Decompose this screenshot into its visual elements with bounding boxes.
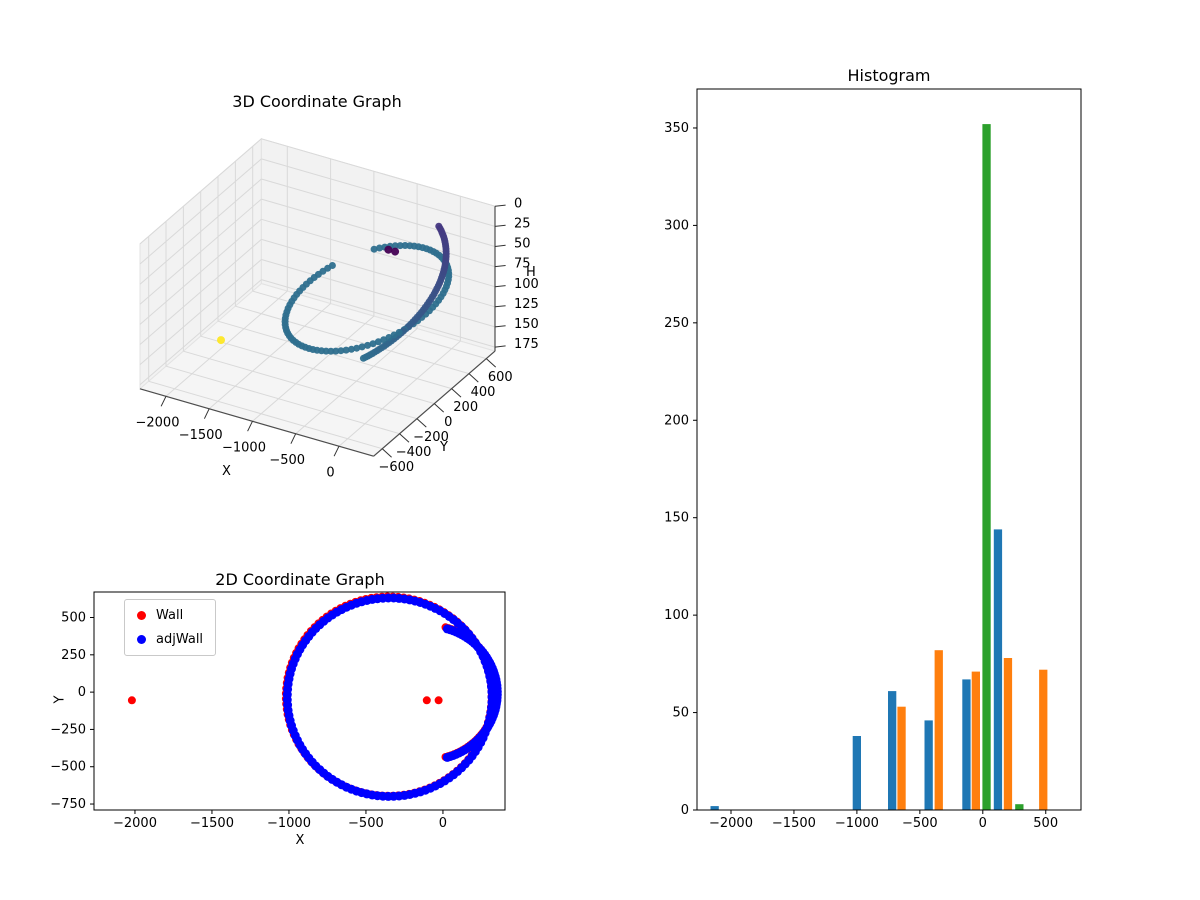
svg-text:100: 100: [514, 277, 539, 292]
svg-text:−1000: −1000: [222, 440, 266, 455]
3d-h-axis-label: H: [526, 265, 536, 280]
svg-text:−250: −250: [50, 722, 86, 737]
svg-text:150: 150: [514, 317, 539, 332]
svg-text:−500: −500: [50, 760, 86, 775]
svg-text:25: 25: [514, 216, 531, 231]
svg-text:150: 150: [664, 511, 689, 526]
legend-item-adjwall: adjWall: [137, 632, 203, 647]
svg-text:250: 250: [664, 316, 689, 331]
svg-text:100: 100: [664, 608, 689, 623]
svg-text:−2000: −2000: [136, 415, 180, 430]
histogram-title: Histogram: [847, 66, 931, 85]
svg-text:0: 0: [979, 816, 987, 831]
svg-text:−500: −500: [902, 816, 938, 831]
svg-text:0: 0: [78, 685, 86, 700]
svg-text:350: 350: [664, 121, 689, 136]
svg-text:125: 125: [514, 297, 539, 312]
svg-text:300: 300: [664, 218, 689, 233]
svg-text:−1000: −1000: [835, 816, 879, 831]
svg-text:600: 600: [488, 370, 513, 385]
svg-text:0: 0: [514, 196, 522, 211]
svg-text:−750: −750: [50, 797, 86, 812]
svg-text:50: 50: [672, 706, 689, 721]
histogram-canvas: −2000 −1500 −1000 −500 0 500 0 50 100 150 200 250 30…: [664, 88, 1082, 831]
2d-x-axis-label: X: [295, 833, 305, 848]
svg-text:−1500: −1500: [179, 428, 223, 443]
svg-text:50: 50: [514, 237, 531, 252]
svg-text:250: 250: [61, 648, 86, 663]
svg-text:500: 500: [61, 611, 86, 626]
svg-text:0: 0: [681, 803, 689, 818]
svg-text:200: 200: [453, 400, 478, 415]
svg-text:75: 75: [514, 257, 531, 272]
svg-text:0: 0: [444, 415, 452, 430]
3d-y-axis-label: Y: [440, 440, 448, 455]
svg-text:400: 400: [471, 385, 496, 400]
svg-text:−200: −200: [413, 430, 449, 445]
svg-text:0: 0: [326, 465, 334, 480]
legend-label-adjwall: adjWall: [156, 632, 204, 647]
2d-coordinate-graph-canvas: −2000 −1500 −1000 −500 0 500 250 0 −250 −500 −750: [50, 591, 506, 831]
svg-text:200: 200: [664, 413, 689, 428]
2d-y-axis-label: Y: [52, 695, 68, 704]
3d-x-axis-label: X: [222, 464, 231, 479]
legend-label-wall: Wall: [156, 608, 184, 623]
svg-text:−400: −400: [396, 445, 432, 460]
2d-chart-title: 2D Coordinate Graph: [215, 570, 385, 589]
svg-text:−1000: −1000: [267, 816, 311, 831]
svg-text:−500: −500: [348, 816, 384, 831]
svg-text:−2000: −2000: [709, 816, 753, 831]
svg-text:−600: −600: [378, 460, 414, 475]
svg-text:0: 0: [439, 816, 447, 831]
svg-text:−1500: −1500: [190, 816, 234, 831]
svg-text:175: 175: [514, 337, 539, 352]
legend-item-wall: Wall: [137, 608, 203, 623]
svg-text:500: 500: [1033, 816, 1058, 831]
legend: Wall adjWall: [124, 599, 217, 656]
3d-chart-title: 3D Coordinate Graph: [232, 92, 402, 111]
svg-text:−1500: −1500: [772, 816, 816, 831]
svg-text:−2000: −2000: [113, 816, 157, 831]
svg-text:−500: −500: [269, 453, 305, 468]
wall-marker-icon: [137, 611, 146, 620]
adjwall-marker-icon: [137, 635, 146, 644]
